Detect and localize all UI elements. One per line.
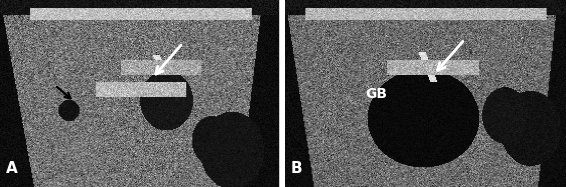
Text: B: B [290, 161, 302, 176]
Text: A: A [6, 161, 18, 176]
Text: GB: GB [365, 87, 387, 100]
